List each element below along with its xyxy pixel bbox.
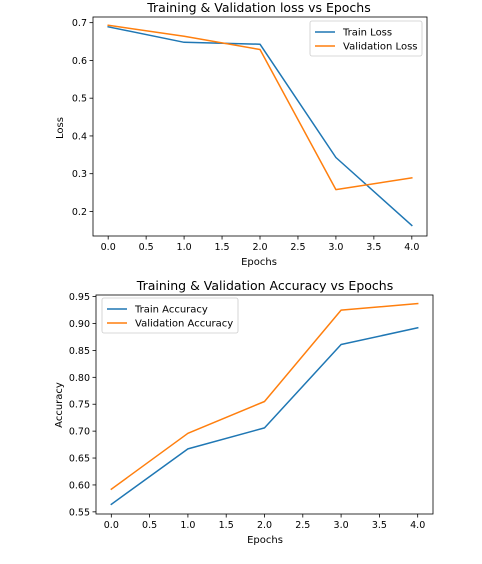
accuracy-chart-ticks: 0.0 0.5 1.0 1.5 2.0 2.5 3.0 3.5 4.0 0.55 0.60 0.65 0…	[69, 292, 425, 531]
loss-chart-ticks: 0.0 0.5 1.0 1.5 2.0 2.5 3.0 3.5 4.0 0.2 0.3 0.4 0.5 0…	[72, 18, 419, 253]
accuracy-xtick-label: 1.5	[219, 520, 234, 531]
loss-series-line-validation	[107, 24, 413, 191]
loss-xtick-label: 1.5	[214, 242, 229, 253]
accuracy-ytick-label: 0.90	[69, 319, 90, 330]
accuracy-ytick-label: 0.55	[69, 507, 90, 518]
accuracy-series-line-train	[110, 326, 419, 506]
loss-chart-title: Training & Validation loss vs Epochs	[146, 0, 371, 15]
loss-chart-axes-frame	[92, 16, 428, 237]
accuracy-chart-lines	[110, 302, 419, 506]
loss-series-line-train	[107, 25, 413, 227]
accuracy-legend-label-train: Train Accuracy	[134, 305, 208, 316]
accuracy-xtick-label: 4.0	[410, 520, 425, 531]
accuracy-xtick-label: 3.5	[372, 520, 387, 531]
loss-xtick-label: 3.5	[366, 242, 381, 253]
loss-chart-xlabel: Epochs	[241, 257, 277, 268]
loss-xtick-label: 0.0	[101, 242, 116, 253]
loss-legend-label-train: Train Loss	[342, 28, 392, 39]
loss-xtick-label: 0.5	[139, 242, 154, 253]
accuracy-xtick-label: 0.0	[104, 520, 119, 531]
loss-ytick-label: 0.4	[72, 131, 87, 142]
accuracy-series-line-validation	[110, 302, 419, 491]
loss-chart: Training & Validation loss vs Epochs 0.0…	[55, 0, 428, 268]
loss-ytick-label: 0.3	[72, 169, 87, 180]
accuracy-legend-label-val: Validation Accuracy	[135, 319, 233, 330]
loss-ytick-label: 0.7	[72, 18, 87, 29]
accuracy-chart-legend: Train Accuracy Validation Accuracy	[101, 297, 239, 334]
loss-xtick-label: 2.0	[252, 242, 267, 253]
accuracy-chart-ylabel: Accuracy	[54, 382, 65, 428]
loss-chart-legend: Train Loss Validation Loss	[309, 20, 423, 57]
accuracy-chart: Training & Validation Accuracy vs Epochs…	[54, 278, 434, 546]
accuracy-xtick-label: 3.0	[334, 520, 349, 531]
loss-chart-ylabel: Loss	[55, 117, 66, 139]
loss-xtick-label: 4.0	[404, 242, 419, 253]
accuracy-chart-title: Training & Validation Accuracy vs Epochs	[136, 278, 393, 293]
accuracy-ytick-label: 0.85	[69, 346, 90, 357]
loss-chart-lines	[107, 24, 413, 227]
loss-xtick-label: 3.0	[328, 242, 343, 253]
accuracy-ytick-label: 0.70	[69, 427, 90, 438]
accuracy-ytick-label: 0.60	[69, 480, 90, 491]
loss-ytick-label: 0.6	[72, 56, 87, 67]
loss-legend-box	[309, 20, 423, 57]
accuracy-xtick-label: 1.0	[180, 520, 195, 531]
loss-legend-label-val: Validation Loss	[343, 42, 418, 53]
accuracy-legend-box	[101, 297, 239, 334]
accuracy-chart-axes-frame	[95, 294, 434, 515]
accuracy-ytick-label: 0.80	[69, 373, 90, 384]
accuracy-ytick-label: 0.75	[69, 400, 90, 411]
accuracy-xtick-label: 2.0	[257, 520, 272, 531]
loss-ytick-label: 0.5	[72, 94, 87, 105]
loss-xtick-label: 1.0	[177, 242, 192, 253]
accuracy-ytick-label: 0.65	[69, 454, 90, 465]
accuracy-xtick-label: 2.5	[295, 520, 310, 531]
loss-xtick-label: 2.5	[290, 242, 305, 253]
accuracy-ytick-label: 0.95	[69, 292, 90, 303]
accuracy-chart-xlabel: Epochs	[247, 535, 283, 546]
accuracy-xtick-label: 0.5	[142, 520, 157, 531]
loss-ytick-label: 0.2	[72, 207, 87, 218]
